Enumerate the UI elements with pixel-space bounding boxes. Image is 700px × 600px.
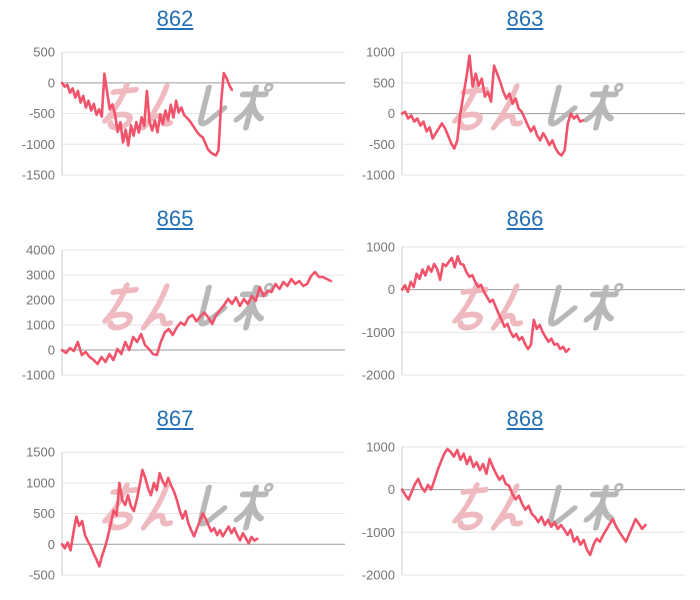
y-axis-tick-label: -500 (29, 106, 55, 121)
chart-title-row: 865 (0, 200, 350, 238)
watermark-minrepo-logo (102, 282, 274, 331)
watermark-minrepo-logo (452, 282, 624, 331)
line-chart-863: 1000 500 0 -500 -1000 (362, 45, 685, 183)
chart-cell-862: 862 500 0 -500 -1000 -1500 (0, 0, 350, 200)
watermark-glyph (548, 284, 578, 327)
chart-title-link-868[interactable]: 868 (506, 406, 544, 431)
chart-cell-867: 867 1500 1000 500 0 -500 (0, 400, 350, 600)
y-axis-tick-label: 0 (48, 75, 55, 90)
y-axis-tick-label: 1000 (366, 439, 395, 454)
y-axis-tick-label: -1000 (362, 525, 395, 540)
y-axis-tick-label: 500 (33, 506, 55, 521)
chart-cell-866: 866 1000 0 -1000 -2000 (350, 200, 700, 400)
watermark-glyph (140, 483, 174, 531)
y-axis-tick-label: 500 (33, 45, 55, 60)
watermark-handakuten (263, 482, 274, 493)
watermark-glyph (233, 284, 269, 331)
y-axis-tick-label: 500 (373, 75, 395, 90)
series-line (400, 447, 647, 557)
watermark-glyph (198, 284, 228, 327)
watermark-glyph (452, 82, 489, 131)
chart-title-link-865[interactable]: 865 (156, 206, 194, 231)
y-axis-tick-label: 2000 (26, 293, 55, 308)
chart-title-row: 866 (350, 200, 700, 238)
y-axis-tick-label: -2000 (362, 368, 395, 383)
y-axis-tick-label: -500 (369, 137, 395, 152)
series-line (60, 270, 333, 366)
y-axis-tick-label: 4000 (26, 243, 55, 258)
series-line (400, 54, 585, 157)
series-line (60, 71, 234, 157)
y-axis-tick-label: 0 (388, 106, 395, 121)
chart-title-row: 863 (350, 0, 700, 38)
line-chart-866: 1000 0 -1000 -2000 (362, 239, 685, 383)
watermark-glyph (452, 482, 489, 531)
y-axis-tick-label: -1500 (22, 168, 55, 183)
chart-title-link-862[interactable]: 862 (156, 6, 194, 31)
watermark-glyph (198, 84, 228, 127)
watermark-glyph (490, 483, 524, 531)
y-axis-tick-label: -1000 (362, 325, 395, 340)
watermark-glyph (490, 83, 524, 131)
line-chart-867: 1500 1000 500 0 -500 (26, 445, 345, 583)
y-axis-tick-label: 1500 (26, 445, 55, 460)
y-axis-tick-label: -1000 (22, 368, 55, 383)
watermark-minrepo-logo (102, 82, 274, 131)
chart-cell-865: 865 4000 3000 2000 1000 0 -1000 (0, 200, 350, 400)
y-axis-tick-label: 0 (48, 343, 55, 358)
watermark-handakuten (263, 82, 274, 93)
y-axis-tick-label: 3000 (26, 268, 55, 283)
watermark-handakuten (613, 482, 624, 493)
watermark-glyph (233, 484, 269, 531)
y-axis-tick-label: 1000 (366, 45, 395, 60)
chart-cell-863: 863 1000 500 0 -500 -1000 (350, 0, 700, 200)
series-line (400, 254, 571, 354)
chart-title-row: 868 (350, 400, 700, 438)
watermark-minrepo-logo (452, 82, 624, 131)
y-axis-tick-label: 0 (388, 282, 395, 297)
chart-cell-868: 868 1000 0 -1000 -2000 (350, 400, 700, 600)
y-axis-tick-label: -500 (29, 568, 55, 583)
line-chart-862: 500 0 -500 -1000 -1500 (22, 45, 345, 183)
chart-title-link-863[interactable]: 863 (506, 6, 544, 31)
watermark-glyph (583, 484, 619, 531)
chart-title-row: 862 (0, 0, 350, 38)
watermark-glyph (548, 84, 578, 127)
watermark-handakuten (613, 282, 624, 293)
y-axis-tick-label: 1000 (26, 318, 55, 333)
chart-title-row: 867 (0, 400, 350, 438)
chart-title-link-867[interactable]: 867 (156, 406, 194, 431)
watermark-handakuten (613, 82, 624, 93)
chart-title-link-866[interactable]: 866 (506, 206, 544, 231)
y-axis-tick-label: 0 (48, 537, 55, 552)
y-axis-tick-label: 0 (388, 482, 395, 497)
watermark-glyph (490, 283, 524, 331)
y-axis-tick-label: -1000 (362, 168, 395, 183)
y-axis-tick-label: -2000 (362, 568, 395, 583)
watermark-glyph (233, 84, 269, 131)
watermark-glyph (102, 282, 139, 331)
series-line (60, 468, 259, 568)
watermark-glyph (548, 484, 578, 527)
y-axis-tick-label: 1000 (26, 475, 55, 490)
y-axis-tick-label: -1000 (22, 137, 55, 152)
watermark-minrepo-logo (452, 482, 624, 531)
line-chart-865: 4000 3000 2000 1000 0 -1000 (22, 243, 345, 383)
watermark-glyph (583, 284, 619, 331)
line-chart-868: 1000 0 -1000 -2000 (362, 439, 685, 583)
watermark-glyph (140, 283, 174, 331)
y-axis-tick-label: 1000 (366, 239, 395, 254)
watermark-glyph (583, 84, 619, 131)
